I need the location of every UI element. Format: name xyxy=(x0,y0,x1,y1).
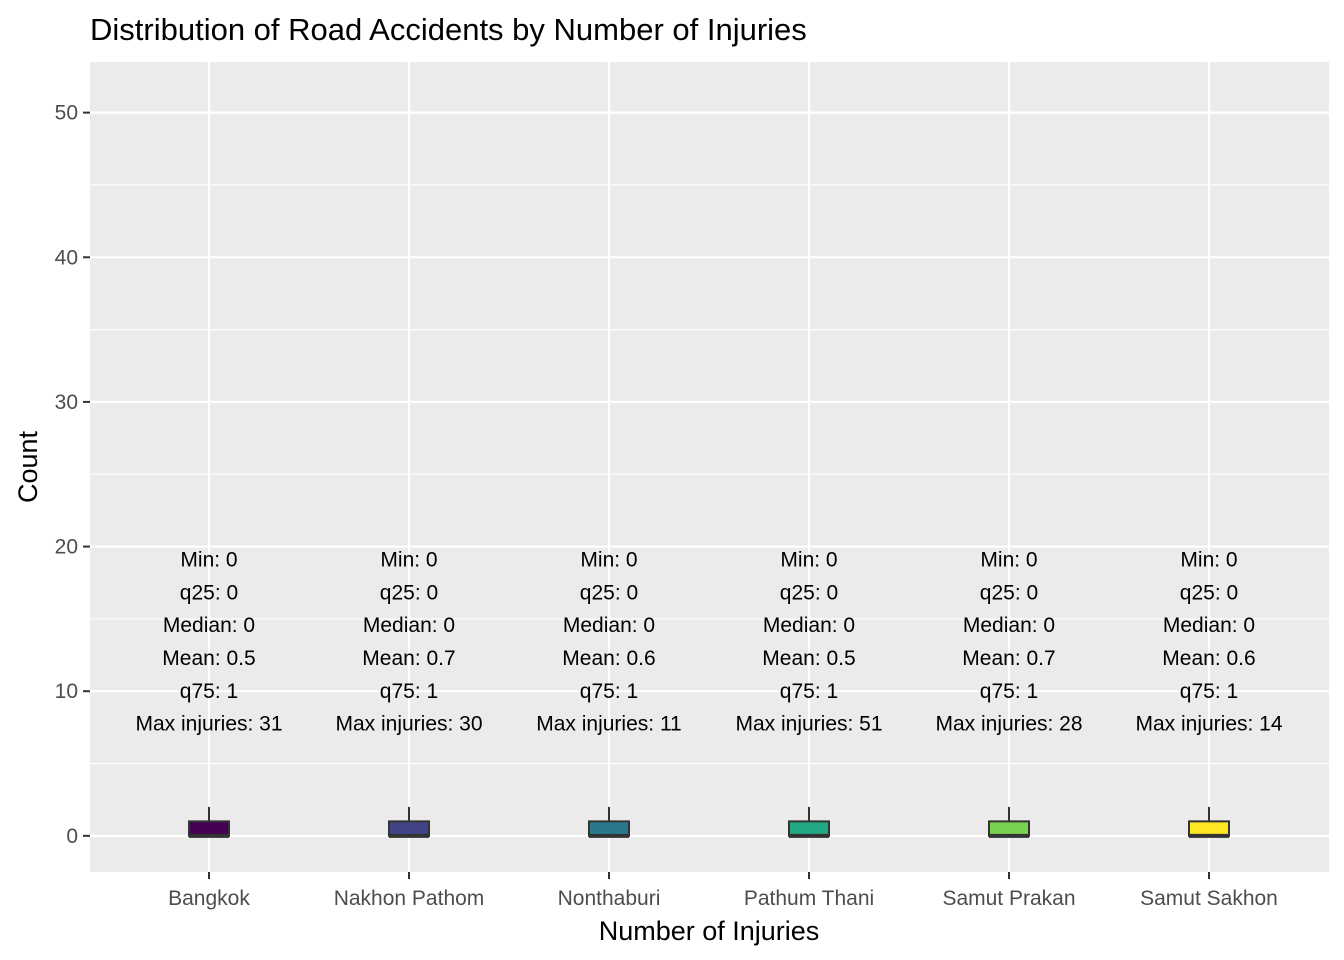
box-layer xyxy=(188,806,1230,838)
y-tick-label: 20 xyxy=(55,536,78,559)
y-tick-label: 0 xyxy=(66,825,78,848)
annotation-line: q75: 1 xyxy=(180,680,238,703)
annotation-line: Min: 0 xyxy=(780,549,837,572)
annotation-line: Min: 0 xyxy=(580,549,637,572)
annotation-layer: Min: 0 q25: 0 Median: 0 Mean: 0.5 q75: 1 Max … xyxy=(135,549,1282,736)
box-rect xyxy=(988,820,1030,837)
annotation-pathum-thani: Min: 0 q25: 0 Median: 0 Mean: 0.5 q75: 1 Max … xyxy=(735,549,882,736)
annotation-line: Max injuries: 51 xyxy=(735,713,882,736)
box-rect xyxy=(788,820,830,837)
annotation-line: Mean: 0.5 xyxy=(762,647,855,670)
annotation-line: Min: 0 xyxy=(380,549,437,572)
x-tick-label: Nakhon Pathom xyxy=(334,887,485,910)
annotation-line: Mean: 0.7 xyxy=(962,647,1055,670)
box-rect xyxy=(588,820,630,837)
annotation-line: Median: 0 xyxy=(763,614,855,637)
y-tick-label: 30 xyxy=(55,391,78,414)
annotation-line: q25: 0 xyxy=(780,581,838,604)
annotation-samut-sakhon: Min: 0 q25: 0 Median: 0 Mean: 0.6 q75: 1 Max … xyxy=(1135,549,1282,736)
box-samut-prakan xyxy=(988,806,1030,838)
x-tick-label: Bangkok xyxy=(168,887,250,910)
annotation-line: q75: 1 xyxy=(1180,680,1238,703)
annotation-line: q75: 1 xyxy=(780,680,838,703)
annotation-line: q75: 1 xyxy=(380,680,438,703)
y-axis-title: Count xyxy=(13,430,43,503)
grid-layer xyxy=(90,62,1329,872)
annotation-line: q25: 0 xyxy=(580,581,638,604)
box-nonthaburi xyxy=(588,806,630,838)
annotation-line: q25: 0 xyxy=(180,581,238,604)
box-pathum-thani xyxy=(788,806,830,838)
annotation-nonthaburi: Min: 0 q25: 0 Median: 0 Mean: 0.6 q75: 1 Max … xyxy=(536,549,682,736)
axis-layer: 0 10 20 30 40 50 Bangkok Nakhon Pathom Nonthabur… xyxy=(55,102,1278,910)
annotation-line: q25: 0 xyxy=(1180,581,1238,604)
annotation-line: Median: 0 xyxy=(1163,614,1255,637)
annotation-line: Median: 0 xyxy=(963,614,1055,637)
box-rect xyxy=(188,820,230,837)
annotation-line: Mean: 0.5 xyxy=(162,647,255,670)
annotation-line: Min: 0 xyxy=(980,549,1037,572)
x-tick-label: Pathum Thani xyxy=(744,887,874,910)
annotation-line: q25: 0 xyxy=(980,581,1038,604)
annotation-line: Median: 0 xyxy=(563,614,655,637)
plot-panel xyxy=(90,62,1329,872)
annotation-line: Max injuries: 28 xyxy=(935,713,1082,736)
annotation-samut-prakan: Min: 0 q25: 0 Median: 0 Mean: 0.7 q75: 1 Max … xyxy=(935,549,1082,736)
x-tick-label: Samut Prakan xyxy=(942,887,1075,910)
chart-title: Distribution of Road Accidents by Number… xyxy=(90,12,807,47)
annotation-line: Median: 0 xyxy=(163,614,255,637)
box-nakhon-pathom xyxy=(388,806,430,838)
x-axis-title: Number of Injuries xyxy=(599,916,820,946)
annotation-line: q75: 1 xyxy=(980,680,1038,703)
annotation-nakhon-pathom: Min: 0 q25: 0 Median: 0 Mean: 0.7 q75: 1 Max … xyxy=(335,549,482,736)
annotation-line: Max injuries: 30 xyxy=(335,713,482,736)
y-tick-label: 10 xyxy=(55,680,78,703)
annotation-line: Min: 0 xyxy=(1180,549,1237,572)
x-tick-label: Samut Sakhon xyxy=(1140,887,1278,910)
box-rect xyxy=(1188,820,1230,837)
annotation-line: Mean: 0.7 xyxy=(362,647,455,670)
box-rect xyxy=(388,820,430,837)
x-tick-label: Nonthaburi xyxy=(558,887,661,910)
y-tick-label: 40 xyxy=(55,246,78,269)
annotation-line: Max injuries: 14 xyxy=(1135,713,1282,736)
annotation-line: Mean: 0.6 xyxy=(1162,647,1255,670)
annotation-line: Max injuries: 31 xyxy=(135,713,282,736)
annotation-line: Mean: 0.6 xyxy=(562,647,655,670)
y-tick-label: 50 xyxy=(55,102,78,125)
annotation-line: Min: 0 xyxy=(180,549,237,572)
annotation-bangkok: Min: 0 q25: 0 Median: 0 Mean: 0.5 q75: 1 Max … xyxy=(135,549,282,736)
annotation-line: Median: 0 xyxy=(363,614,455,637)
box-bangkok xyxy=(188,806,230,838)
annotation-line: Max injuries: 11 xyxy=(536,713,682,736)
annotation-line: q75: 1 xyxy=(580,680,638,703)
annotation-line: q25: 0 xyxy=(380,581,438,604)
box-samut-sakhon xyxy=(1188,806,1230,838)
